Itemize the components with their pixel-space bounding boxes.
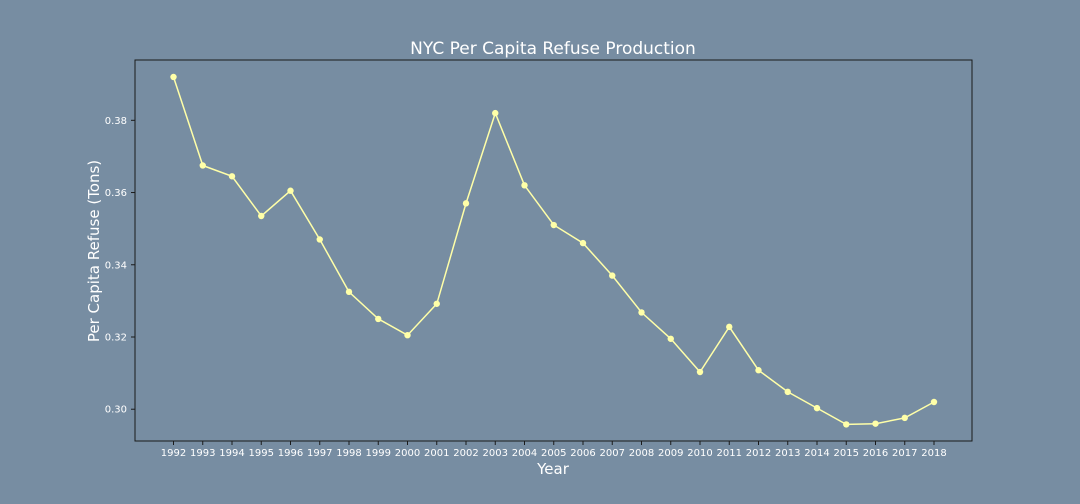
plot-area — [134, 59, 973, 442]
x-tick-label: 2017 — [892, 448, 917, 459]
data-point-2002 — [462, 200, 470, 207]
x-tick-label: 1999 — [366, 448, 391, 459]
x-tick-label: 2005 — [541, 448, 566, 459]
data-point-2001 — [433, 300, 440, 307]
data-point-2018 — [930, 398, 938, 406]
data-point-1994 — [228, 173, 236, 180]
y-tick-label: 0.34 — [105, 260, 127, 271]
y-tick-label: 0.36 — [105, 188, 127, 199]
x-axis-label: Year — [536, 460, 570, 478]
data-point-1993 — [199, 162, 206, 169]
data-point-2014 — [813, 404, 821, 412]
x-tick-label: 2000 — [395, 448, 420, 459]
x-tick-label: 2018 — [921, 448, 946, 459]
data-point-2005 — [550, 221, 557, 229]
y-tick-label: 0.38 — [105, 116, 127, 127]
x-tick-label: 2008 — [629, 448, 654, 459]
data-point-2007 — [609, 272, 616, 279]
x-tick-label: 1997 — [307, 448, 332, 459]
y-tick-label: 0.32 — [105, 332, 127, 343]
data-point-2017 — [901, 414, 908, 422]
series-line — [172, 76, 935, 426]
x-tick-label: 1996 — [278, 448, 303, 459]
x-tick-label: 2002 — [453, 448, 478, 459]
data-point-1995 — [258, 212, 265, 220]
data-point-2000 — [404, 331, 411, 339]
data-point-2015 — [843, 421, 850, 428]
data-point-2008 — [638, 309, 645, 316]
data-point-1996 — [287, 187, 294, 194]
x-tick-label: 2004 — [512, 448, 537, 459]
x-tick-label: 2016 — [863, 448, 888, 459]
data-point-2003 — [492, 109, 499, 117]
x-tick-label: 1994 — [219, 448, 244, 459]
x-tick-label: 2006 — [570, 448, 595, 459]
y-axis-label: Per Capita Refuse (Tons) — [85, 160, 103, 342]
x-axis: 1992 1993 1994 1995 1996 1997 1998 1999 2000 2001… — [161, 441, 947, 459]
x-tick-label: 2003 — [483, 448, 508, 459]
data-point-2004 — [521, 182, 528, 189]
data-point-1999 — [375, 315, 382, 323]
x-tick-label: 2013 — [775, 448, 800, 459]
x-tick-label: 2010 — [687, 448, 712, 459]
data-point-2009 — [667, 335, 674, 342]
series-points — [170, 73, 938, 428]
x-tick-label: 1998 — [336, 448, 361, 459]
x-tick-label: 2011 — [717, 448, 742, 459]
x-tick-label: 1995 — [249, 448, 274, 459]
x-tick-label: 1992 — [161, 448, 186, 459]
x-tick-label: 1993 — [190, 448, 215, 459]
data-point-2006 — [579, 239, 587, 247]
x-tick-label: 2014 — [804, 448, 829, 459]
data-point-1997 — [316, 236, 323, 243]
data-point-2011 — [726, 323, 733, 331]
y-axis: 0.30 0.32 0.34 0.36 0.38 — [105, 116, 135, 416]
data-point-2013 — [784, 388, 791, 396]
chart-title: NYC Per Capita Refuse Production — [410, 39, 696, 59]
data-point-2012 — [755, 367, 762, 374]
x-tick-label: 2001 — [424, 448, 449, 459]
x-tick-label: 2007 — [600, 448, 625, 459]
x-tick-label: 2012 — [746, 448, 771, 459]
data-point-2016 — [872, 420, 879, 427]
y-tick-label: 0.30 — [105, 405, 127, 416]
x-tick-label: 2009 — [658, 448, 683, 459]
data-point-1992 — [170, 73, 177, 81]
data-point-1998 — [345, 288, 353, 296]
x-tick-label: 2015 — [834, 448, 859, 459]
data-point-2010 — [696, 368, 704, 376]
